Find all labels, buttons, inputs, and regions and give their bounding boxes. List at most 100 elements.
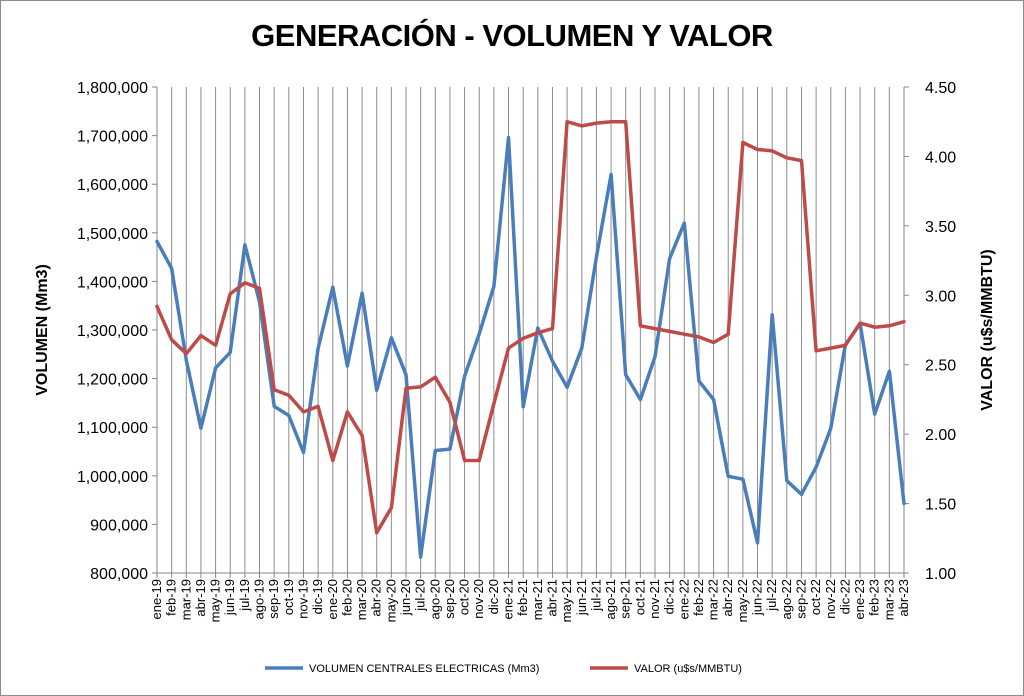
point-valor bbox=[521, 336, 525, 340]
x-tick-label: may-20 bbox=[383, 579, 398, 622]
x-tick-label: abr-20 bbox=[369, 579, 384, 617]
x-tick-label: ene-22 bbox=[676, 579, 691, 619]
point-valor bbox=[433, 375, 437, 379]
point-volumen bbox=[463, 374, 467, 378]
point-volumen bbox=[580, 346, 584, 350]
point-volumen bbox=[785, 479, 789, 483]
series-lines bbox=[155, 119, 906, 559]
legend-label-valor: VALOR (u$s/MMBTU) bbox=[634, 663, 742, 675]
point-volumen bbox=[360, 291, 364, 295]
point-volumen bbox=[170, 266, 174, 270]
x-tick-label: nov-20 bbox=[471, 579, 486, 619]
y2-tick-label: 1.00 bbox=[925, 566, 956, 583]
point-valor bbox=[565, 120, 569, 124]
point-volumen bbox=[316, 346, 320, 350]
point-valor bbox=[653, 327, 657, 331]
y-tick-label: 900,000 bbox=[90, 517, 148, 534]
y2-tick-label: 4.00 bbox=[925, 149, 956, 166]
x-tick-label: ene-23 bbox=[852, 579, 867, 619]
point-volumen bbox=[594, 255, 598, 259]
point-valor bbox=[419, 385, 423, 389]
y2-tick-label: 3.50 bbox=[925, 219, 956, 236]
point-volumen bbox=[682, 221, 686, 225]
point-valor bbox=[799, 159, 803, 163]
point-volumen bbox=[902, 502, 906, 506]
point-volumen bbox=[419, 555, 423, 559]
x-tick-label: sep-19 bbox=[266, 579, 281, 619]
point-valor bbox=[609, 120, 613, 124]
x-tick-label: nov-19 bbox=[295, 579, 310, 619]
point-valor bbox=[741, 141, 745, 145]
x-tick-label: sep-21 bbox=[618, 579, 633, 619]
y-tick-label: 1,600,000 bbox=[77, 177, 148, 194]
point-volumen bbox=[536, 326, 540, 330]
series-line-valor bbox=[155, 119, 906, 535]
point-valor bbox=[697, 335, 701, 339]
point-valor bbox=[331, 459, 335, 463]
y-tick-label: 1,500,000 bbox=[77, 226, 148, 243]
x-tick-label: ago-20 bbox=[427, 579, 442, 619]
point-valor bbox=[887, 324, 891, 328]
point-volumen bbox=[741, 477, 745, 481]
point-valor bbox=[272, 388, 276, 392]
point-valor bbox=[492, 402, 496, 406]
point-volumen bbox=[609, 172, 613, 176]
point-volumen bbox=[199, 426, 203, 430]
x-tick-label: feb-23 bbox=[867, 579, 882, 616]
point-valor bbox=[463, 459, 467, 463]
point-valor bbox=[770, 149, 774, 153]
x-tick-label: oct-20 bbox=[457, 579, 472, 615]
x-tick-label: ago-19 bbox=[252, 579, 267, 619]
y2-tick-label: 4.50 bbox=[925, 80, 956, 97]
x-tick-label: sep-22 bbox=[793, 579, 808, 619]
x-tick-label: abr-22 bbox=[720, 579, 735, 617]
point-valor bbox=[726, 332, 730, 336]
x-tick-label: dic-19 bbox=[310, 579, 325, 614]
point-volumen bbox=[638, 397, 642, 401]
x-tick-label: oct-19 bbox=[281, 579, 296, 615]
legend-label-volumen: VOLUMEN CENTRALES ELECTRICAS (Mm3) bbox=[309, 663, 539, 675]
point-valor bbox=[507, 346, 511, 350]
point-valor bbox=[902, 320, 906, 324]
point-volumen bbox=[799, 492, 803, 496]
point-valor bbox=[843, 343, 847, 347]
point-volumen bbox=[301, 450, 305, 454]
point-volumen bbox=[155, 240, 159, 244]
point-volumen bbox=[550, 359, 554, 363]
point-volumen bbox=[770, 313, 774, 317]
x-tick-label: may-22 bbox=[735, 579, 750, 622]
x-tick-label: mar-19 bbox=[178, 579, 193, 620]
point-volumen bbox=[507, 136, 511, 140]
point-volumen bbox=[565, 385, 569, 389]
x-tick-label: may-19 bbox=[208, 579, 223, 622]
point-valor bbox=[375, 531, 379, 535]
point-valor bbox=[243, 281, 247, 285]
x-tick-label: ene-20 bbox=[325, 579, 340, 619]
point-valor bbox=[712, 340, 716, 344]
point-valor bbox=[214, 343, 218, 347]
x-tick-label: jun-19 bbox=[222, 579, 237, 616]
x-tick-label: jul-21 bbox=[588, 579, 603, 612]
y-tick-label: 1,100,000 bbox=[77, 420, 148, 437]
x-tick-label: oct-21 bbox=[632, 579, 647, 615]
point-volumen bbox=[873, 412, 877, 416]
x-tick-label: feb-22 bbox=[691, 579, 706, 616]
point-volumen bbox=[814, 465, 818, 469]
y-tick-label: 1,800,000 bbox=[77, 80, 148, 97]
y2-tick-label: 3.00 bbox=[925, 288, 956, 305]
point-valor bbox=[550, 327, 554, 331]
point-valor bbox=[448, 400, 452, 404]
point-volumen bbox=[492, 284, 496, 288]
x-tick-label: feb-19 bbox=[164, 579, 179, 616]
x-axis-ticks: ene-19 feb-19 mar-19 abr-19 may-19 jun-19 jul-… bbox=[149, 573, 911, 622]
point-valor bbox=[858, 321, 862, 325]
series-line-volumen bbox=[155, 135, 906, 559]
point-valor bbox=[580, 124, 584, 128]
x-tick-label: abr-19 bbox=[193, 579, 208, 617]
x-tick-label: jul-22 bbox=[764, 579, 779, 612]
x-tick-label: mar-22 bbox=[706, 579, 721, 620]
point-valor bbox=[316, 404, 320, 408]
point-volumen bbox=[829, 426, 833, 430]
point-volumen bbox=[243, 243, 247, 247]
